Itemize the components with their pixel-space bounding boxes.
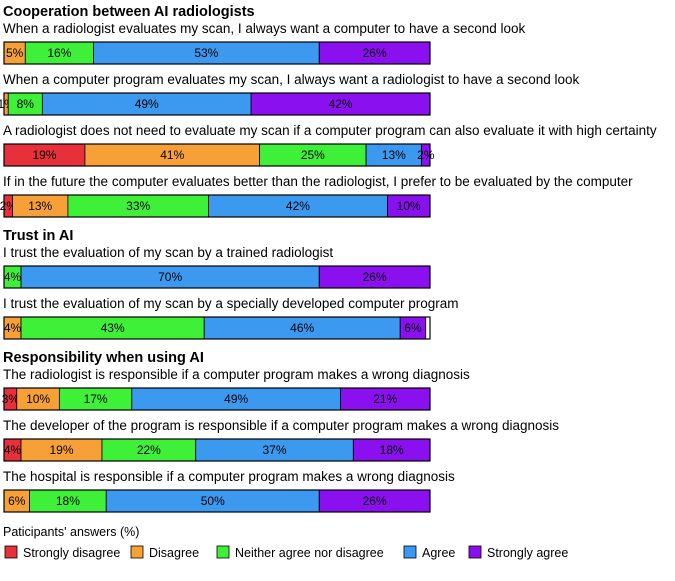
data-label: 42% [286, 199, 310, 213]
legend-item: Neither agree nor disagree [216, 545, 384, 560]
question-text: I trust the evaluation of my scan by a t… [3, 245, 333, 260]
data-label: 53% [194, 46, 218, 60]
data-label: 26% [363, 46, 387, 60]
question-text: When a computer program evaluates my sca… [3, 72, 580, 87]
bar-row: 4% 70% 26% [3, 265, 431, 289]
data-label: 18% [56, 494, 80, 508]
data-label: 21% [373, 392, 397, 406]
legend-swatch-disagree [130, 545, 144, 559]
data-label: 13% [28, 199, 52, 213]
bar-outline [3, 438, 431, 462]
data-label: 10% [397, 199, 421, 213]
data-label: 16% [47, 46, 71, 60]
legend-swatch-neutral [216, 545, 230, 559]
data-label: 6% [8, 494, 26, 508]
legend-label: Neither agree nor disagree [235, 546, 384, 560]
bar-outline [3, 489, 431, 513]
data-label: 2% [417, 148, 435, 162]
question-text: I trust the evaluation of my scan by a s… [3, 296, 459, 311]
question-text: A radiologist does not need to evaluate … [3, 123, 657, 138]
section-title: Responsibility when using AI [3, 350, 204, 366]
bar-row: 1%8%49%42% [0, 92, 431, 116]
legend-item: Disagree [130, 545, 199, 560]
data-label: 49% [135, 97, 159, 111]
data-label: 8% [17, 97, 35, 111]
legend-swatch-strongly-disagree [4, 545, 18, 559]
data-label: 70% [158, 270, 182, 284]
bar-outline [3, 92, 431, 116]
data-label: 3% [2, 392, 20, 406]
bar-outline [3, 387, 431, 411]
data-label: 49% [224, 392, 248, 406]
data-label: 19% [32, 148, 56, 162]
data-label: 4% [4, 270, 22, 284]
bar-row: 2% 13% 33% 42% 10% [0, 194, 431, 218]
legend-swatch-strongly-agree [468, 545, 482, 559]
data-label: 46% [290, 321, 314, 335]
legend-label: Strongly disagree [23, 546, 120, 560]
data-label: 50% [201, 494, 225, 508]
legend-label: Strongly agree [487, 546, 568, 560]
question-text: The radiologist is responsible if a comp… [3, 367, 470, 382]
bar-outline [3, 41, 431, 65]
data-label: 4% [4, 443, 22, 457]
legend-title: Paticipants' answers (%) [3, 525, 139, 539]
section-title: Cooperation between AI radiologists [3, 4, 255, 20]
data-label: 25% [301, 148, 325, 162]
data-label: 10% [26, 392, 50, 406]
bar-outline [3, 143, 431, 167]
bar-row: 6% 18% 50% 26% [3, 489, 431, 513]
data-label: 42% [329, 97, 353, 111]
question-text: The developer of the program is responsi… [3, 418, 559, 433]
data-label: 19% [49, 443, 73, 457]
bar-row: 4% 19% 22% 37% 18% [3, 438, 431, 462]
data-label: 41% [160, 148, 184, 162]
data-label: 26% [363, 270, 387, 284]
bar-row: 5% 16% 53% 26% [3, 41, 431, 65]
legend-label: Agree [422, 546, 455, 560]
legend-label: Disagree [149, 546, 199, 560]
legend-item: Strongly disagree [4, 545, 120, 560]
bar-outline [3, 265, 431, 289]
data-label: 37% [262, 443, 286, 457]
data-label: 22% [137, 443, 161, 457]
bar-outline [3, 194, 431, 218]
data-label: 43% [101, 321, 125, 335]
question-text: When a radiologist evaluates my scan, I … [3, 21, 526, 36]
data-label: 4% [4, 321, 22, 335]
legend-item: Agree [403, 545, 455, 560]
bar-row: 3% 10% 17% 49% 21% [2, 387, 431, 411]
data-label: 33% [126, 199, 150, 213]
data-label: 5% [6, 46, 24, 60]
legend-swatch-agree [403, 545, 417, 559]
bar-row: 19% 41% 25% 13% 2% [3, 143, 435, 167]
data-label: 6% [404, 321, 422, 335]
question-text: If in the future the computer evaluates … [3, 174, 633, 189]
section-title: Trust in AI [3, 228, 73, 244]
legend-item: Strongly agree [468, 545, 568, 560]
bar-outline [3, 316, 431, 340]
question-text: The hospital is responsible if a compute… [3, 469, 455, 484]
data-label: 13% [382, 148, 406, 162]
bar-row: 4% 43% 46% 6% [3, 316, 431, 340]
data-label: 26% [363, 494, 387, 508]
data-label: 17% [84, 392, 108, 406]
data-label: 18% [380, 443, 404, 457]
